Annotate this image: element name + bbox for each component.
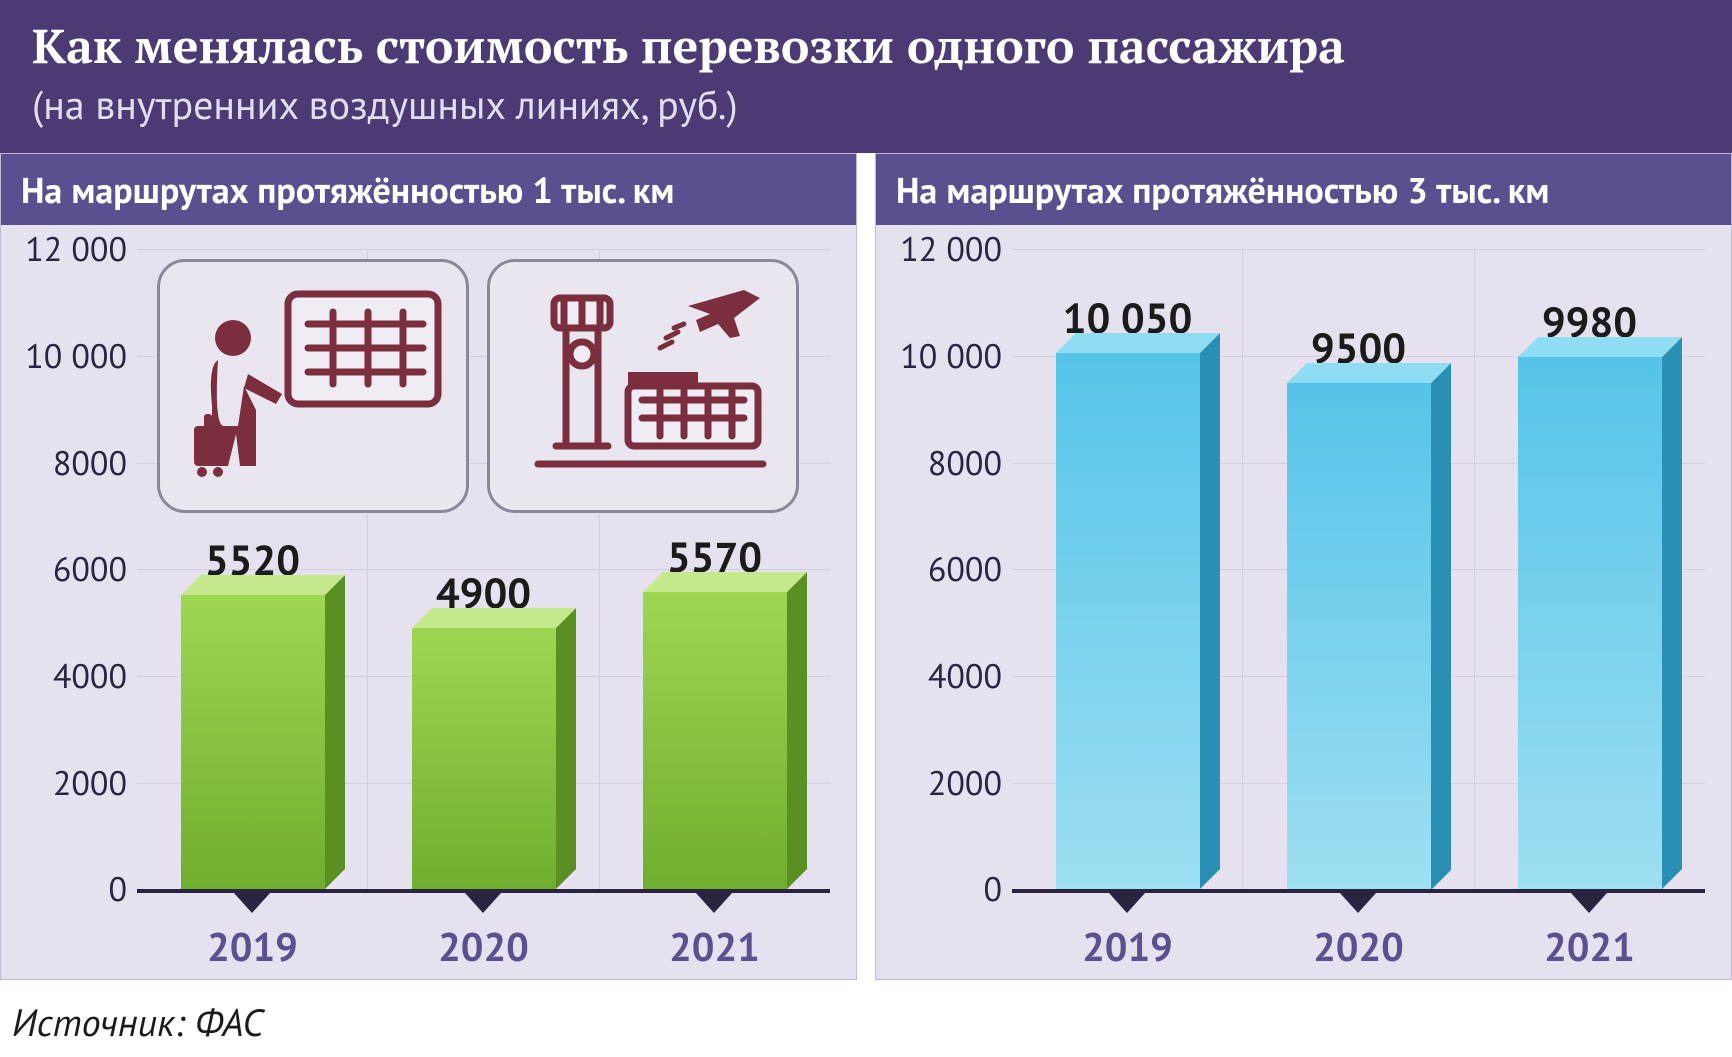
main-title: Как менялась стоимость перевозки одного … — [32, 18, 1700, 73]
plot-region: 0200040006000800010 00012 00010 05095009… — [1012, 249, 1705, 889]
passenger-board-icon — [157, 259, 469, 513]
xtick-label: 2020 — [1313, 921, 1404, 973]
xtick-label: 2019 — [1082, 921, 1173, 973]
ytick-label: 8000 — [928, 441, 1012, 485]
xtick-label: 2020 — [438, 921, 529, 973]
x-axis: 2019 2020 2021 — [137, 889, 830, 979]
bar-shape — [181, 595, 325, 889]
chart-panel-routes-1k: На маршрутах протяжённостью 1 тыс. км020… — [0, 153, 857, 980]
header: Как менялась стоимость перевозки одного … — [0, 0, 1732, 153]
chart-panel-routes-3k: На маршрутах протяжённостью 3 тыс. км020… — [875, 153, 1732, 980]
bar: 5520 — [171, 532, 335, 889]
panel-title: На маршрутах протяжённостью 1 тыс. км — [1, 154, 856, 225]
ytick-label: 6000 — [928, 547, 1012, 591]
ytick-label: 8000 — [53, 441, 137, 485]
ytick-label: 6000 — [53, 547, 137, 591]
plot-region: 0200040006000800010 00012 00055204900557… — [137, 249, 830, 889]
bar-shape — [412, 628, 556, 889]
ytick-label: 0 — [983, 867, 1012, 911]
ytick-label: 0 — [108, 867, 137, 911]
bar-shape — [1518, 357, 1662, 889]
chart-area: 0 2000 4000 6000 8000 10 000 12 000 5520 4900 557… — [1, 225, 856, 979]
bar: 9500 — [1277, 320, 1441, 890]
bar: 9980 — [1508, 294, 1672, 889]
bar: 4900 — [402, 565, 566, 889]
bar: 5570 — [633, 529, 797, 889]
infographic-root: Как менялась стоимость перевозки одного … — [0, 0, 1732, 1057]
bar: 10 050 — [1046, 290, 1210, 889]
xtick-label: 2021 — [1544, 921, 1635, 973]
x-axis: 2019 2020 2021 — [1012, 889, 1705, 979]
bar-shape — [643, 592, 787, 889]
bar-shape — [1056, 353, 1200, 889]
chart-area: 0 2000 4000 6000 8000 10 000 12 000 10 050 9500 9… — [876, 225, 1731, 979]
airport-tower-icon — [487, 259, 799, 513]
ytick-label: 4000 — [928, 654, 1012, 698]
bar-shape — [1287, 383, 1431, 890]
panels-row: На маршрутах протяжённостью 1 тыс. км020… — [0, 153, 1732, 980]
xtick-label: 2021 — [669, 921, 760, 973]
source-line: Источник: ФАС — [0, 980, 1732, 1057]
ytick-label: 4000 — [53, 654, 137, 698]
ytick-label: 12 000 — [25, 227, 137, 271]
ytick-label: 2000 — [928, 761, 1012, 805]
ytick-label: 10 000 — [900, 334, 1012, 378]
panel-title: На маршрутах протяжённостью 3 тыс. км — [876, 154, 1731, 225]
ytick-label: 10 000 — [25, 334, 137, 378]
bars-container: 10 050 9500 9980 — [1012, 249, 1705, 889]
xtick-label: 2019 — [207, 921, 298, 973]
subtitle: (на внутренних воздушных линиях, руб.) — [32, 79, 1700, 131]
icon-cards — [157, 259, 799, 513]
ytick-label: 2000 — [53, 761, 137, 805]
ytick-label: 12 000 — [900, 227, 1012, 271]
